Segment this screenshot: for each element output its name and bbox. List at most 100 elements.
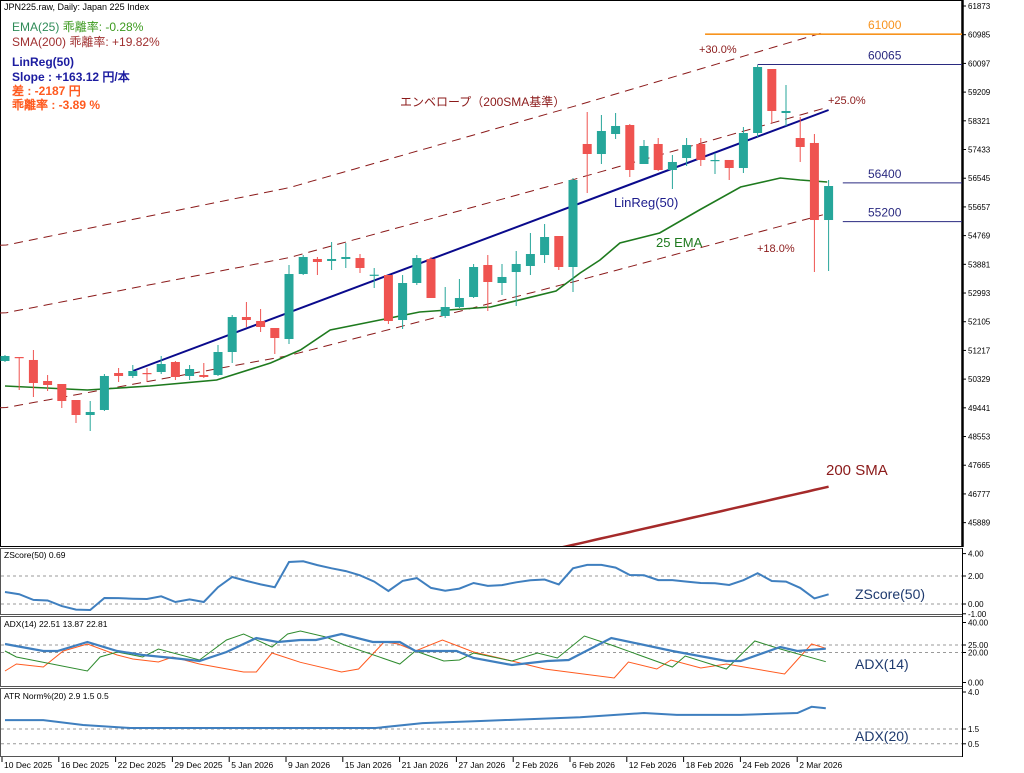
candle-body xyxy=(85,411,95,415)
candle-body xyxy=(43,380,53,386)
candle xyxy=(525,232,535,276)
candle xyxy=(28,350,38,397)
candle xyxy=(156,356,166,375)
candle xyxy=(0,355,10,362)
price-plot xyxy=(0,32,962,546)
price-tick-label: 49441 xyxy=(968,404,991,413)
candle-body xyxy=(284,274,294,340)
candle xyxy=(270,327,280,355)
price-tick-label: 46777 xyxy=(968,490,991,499)
candle xyxy=(781,85,791,126)
candle-body xyxy=(199,375,209,377)
candle xyxy=(199,362,209,378)
candle xyxy=(284,264,294,344)
zscore-panel-frame xyxy=(0,548,963,615)
candle xyxy=(412,255,422,286)
candle xyxy=(256,308,266,332)
candle-body xyxy=(483,264,493,282)
candle xyxy=(241,302,251,327)
candle-body xyxy=(142,373,152,375)
envelope-30-label: +30.0% xyxy=(699,44,737,56)
candle xyxy=(440,287,450,319)
chart-title: JPN225.raw, Daily: Japan 225 Index xyxy=(4,2,150,12)
candle xyxy=(596,114,606,164)
date-label: 2 Mar 2026 xyxy=(799,760,842,770)
candle-body xyxy=(440,307,450,316)
linreg-slope: Slope : +163.12 円/本 xyxy=(12,70,130,84)
candle-body xyxy=(99,375,109,410)
candle-body xyxy=(327,258,337,261)
atr-tick-label: 0.5 xyxy=(968,740,980,749)
candle xyxy=(355,254,365,274)
level-label: 61000 xyxy=(868,18,902,32)
envelope-line-30 xyxy=(0,32,824,246)
candle-body xyxy=(256,321,266,327)
indicator-levels xyxy=(1,575,962,745)
candle-body xyxy=(71,400,81,415)
candle-body xyxy=(525,254,535,266)
candle-body xyxy=(241,317,251,321)
candle xyxy=(497,263,507,295)
ema-legend: EMA(25) 乖離率: -0.28% xyxy=(12,21,143,33)
indicator-plots xyxy=(4,560,829,729)
candle-body xyxy=(28,359,38,383)
candle-body xyxy=(738,132,748,169)
price-tick-label: 58321 xyxy=(968,117,991,126)
price-tick-label: 47665 xyxy=(968,461,991,470)
candle-body xyxy=(582,143,592,155)
candle-body xyxy=(795,138,805,147)
main-panel-frame xyxy=(0,0,963,547)
sma-legend: SMA(200) 乖離率: +19.82% xyxy=(12,35,160,49)
candle xyxy=(824,179,834,272)
minus-di-line xyxy=(4,639,826,679)
ema-legend-label: EMA(25) xyxy=(12,20,60,34)
candle xyxy=(611,112,621,140)
date-label: 29 Dec 2025 xyxy=(174,760,222,770)
date-label: 5 Jan 2026 xyxy=(231,760,273,770)
date-label: 10 Dec 2025 xyxy=(4,760,52,770)
candle xyxy=(554,236,564,271)
candle xyxy=(85,401,95,431)
candle-body xyxy=(114,373,124,376)
candle xyxy=(710,153,720,175)
candle xyxy=(667,155,677,190)
level-label: 55200 xyxy=(868,206,902,220)
candle-body xyxy=(511,263,521,273)
candle-body xyxy=(724,159,734,169)
candle-body xyxy=(369,274,379,276)
envelope-line-18 xyxy=(0,214,824,409)
candle xyxy=(341,242,351,269)
price-tick-label: 61873 xyxy=(968,2,991,11)
candle-body xyxy=(412,258,422,283)
candle-body xyxy=(57,384,67,402)
price-tick-label: 48553 xyxy=(968,433,991,442)
zscore-tick-label: 0.00 xyxy=(968,600,984,609)
candle-body xyxy=(554,236,564,268)
candle-body xyxy=(383,275,393,322)
candle xyxy=(57,384,67,409)
price-tick-label: 53881 xyxy=(968,260,991,269)
candle-body xyxy=(625,125,635,171)
adx-panel-frame xyxy=(0,616,963,687)
date-label: 24 Feb 2026 xyxy=(742,760,790,770)
candle-body xyxy=(639,145,649,164)
date-label: 21 Jan 2026 xyxy=(402,760,449,770)
price-tick-label: 52105 xyxy=(968,318,991,327)
candle-body xyxy=(596,130,606,155)
candle xyxy=(738,126,748,174)
ema25-line xyxy=(4,177,828,391)
candle-body xyxy=(710,159,720,162)
candle xyxy=(213,344,223,376)
atr-header: ATR Norm%(20) 2.9 1.5 0.5 xyxy=(4,691,109,701)
zscore-tick-label: -1.00 xyxy=(968,610,987,619)
atr-panel-frame xyxy=(0,688,963,757)
candle xyxy=(383,275,393,325)
candle xyxy=(298,255,308,276)
candle xyxy=(795,117,805,162)
envelope-18-label: +18.0% xyxy=(757,243,795,255)
candle xyxy=(682,138,692,166)
candle-body xyxy=(497,276,507,283)
candle-body xyxy=(398,282,408,321)
adx-line xyxy=(4,632,826,667)
adx-header: ADX(14) 22.51 13.87 22.81 xyxy=(4,619,108,629)
